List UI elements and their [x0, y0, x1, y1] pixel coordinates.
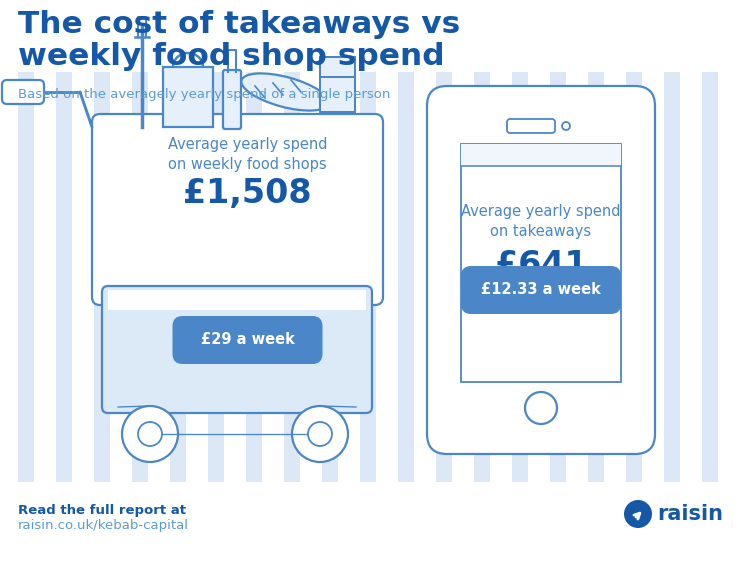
Circle shape — [525, 392, 557, 424]
Text: raisin.co.uk/kebab-capital: raisin.co.uk/kebab-capital — [18, 519, 189, 532]
Bar — [626, 72, 642, 482]
FancyBboxPatch shape — [102, 286, 372, 413]
Circle shape — [562, 122, 570, 130]
Bar — [588, 72, 604, 482]
Bar — [436, 72, 452, 482]
Text: Read the full report at: Read the full report at — [18, 504, 186, 517]
FancyBboxPatch shape — [2, 80, 44, 104]
Bar — [208, 72, 224, 482]
Text: Average yearly spend
on takeaways: Average yearly spend on takeaways — [461, 204, 621, 239]
Bar — [132, 72, 148, 482]
Text: Average yearly spend
on weekly food shops: Average yearly spend on weekly food shop… — [167, 137, 327, 172]
Bar — [550, 72, 566, 482]
Bar — [322, 72, 338, 482]
Circle shape — [138, 422, 162, 446]
Text: Based on the averagely yearly spend of a single person: Based on the averagely yearly spend of a… — [18, 88, 391, 101]
FancyBboxPatch shape — [427, 86, 655, 454]
Ellipse shape — [241, 73, 329, 111]
Text: £1,508: £1,508 — [183, 177, 312, 210]
Bar — [94, 72, 110, 482]
FancyBboxPatch shape — [173, 316, 322, 364]
Bar — [461, 144, 621, 166]
Bar — [108, 290, 366, 310]
FancyBboxPatch shape — [223, 70, 241, 129]
Circle shape — [122, 406, 178, 462]
Bar — [398, 72, 414, 482]
FancyBboxPatch shape — [461, 266, 621, 314]
FancyBboxPatch shape — [92, 114, 383, 305]
Bar — [18, 72, 34, 482]
Bar — [360, 72, 376, 482]
Text: The cost of takeaways vs
weekly food shop spend: The cost of takeaways vs weekly food sho… — [18, 10, 460, 71]
Circle shape — [308, 422, 332, 446]
FancyBboxPatch shape — [507, 119, 555, 133]
Bar — [320, 57, 355, 77]
Bar — [702, 72, 718, 482]
Bar — [246, 72, 262, 482]
Circle shape — [624, 500, 652, 528]
Text: £29 a week: £29 a week — [201, 332, 294, 347]
Bar — [56, 72, 72, 482]
Bar — [170, 72, 186, 482]
Text: £12.33 a week: £12.33 a week — [481, 282, 601, 297]
Bar — [320, 77, 355, 112]
Bar — [461, 144, 621, 382]
Bar — [512, 72, 528, 482]
Circle shape — [292, 406, 348, 462]
Bar — [664, 72, 680, 482]
Bar — [474, 72, 490, 482]
Bar — [163, 67, 213, 127]
Text: raisin: raisin — [657, 504, 723, 524]
Text: £641: £641 — [495, 249, 587, 282]
Bar — [284, 72, 300, 482]
